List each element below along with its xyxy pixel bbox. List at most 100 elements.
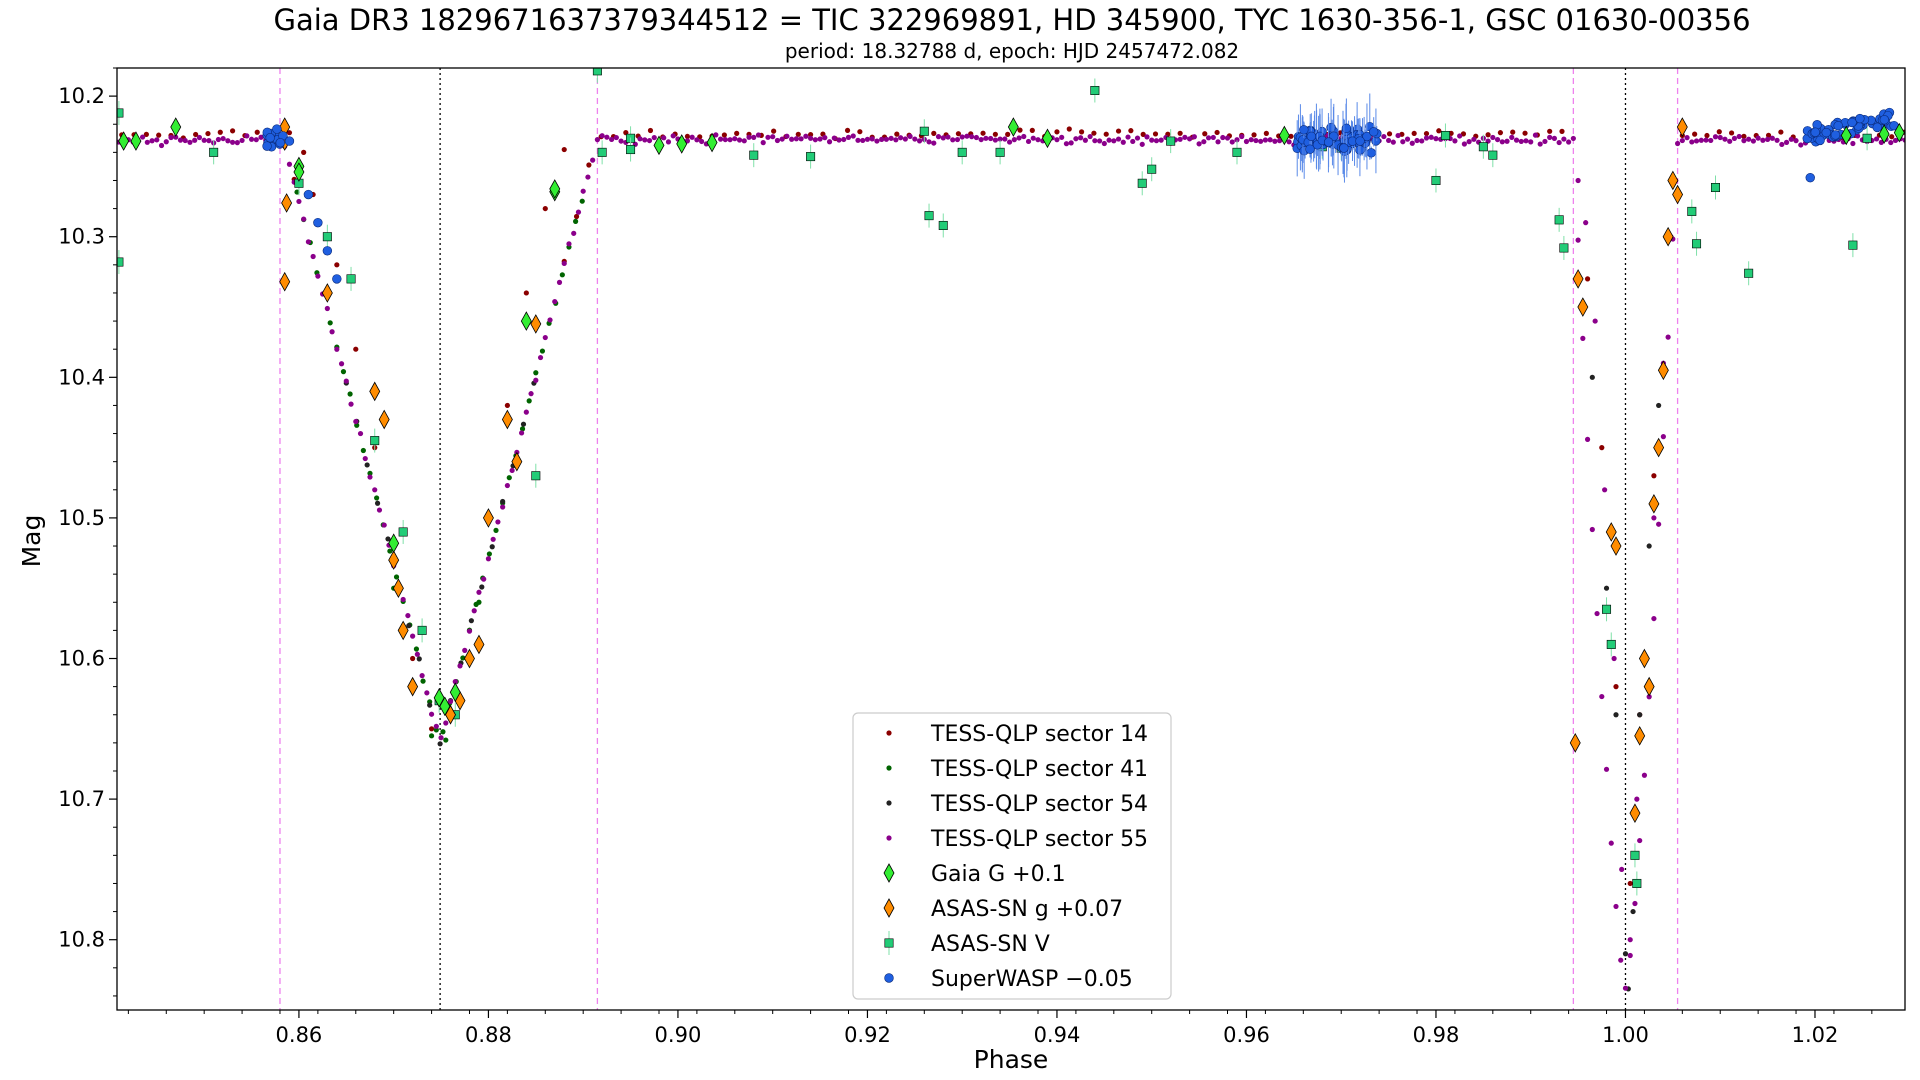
- data-point: [978, 136, 984, 143]
- x-tick-label: 0.86: [276, 1023, 323, 1047]
- data-point: [530, 314, 542, 334]
- y-tick-label: 10.7: [58, 787, 105, 811]
- data-point: [353, 346, 359, 352]
- data-point: [1580, 335, 1586, 341]
- data-point: [206, 138, 212, 144]
- data-point: [699, 138, 705, 145]
- data-point: [1559, 128, 1565, 134]
- data-point: [1630, 850, 1640, 860]
- data-point: [1648, 494, 1660, 514]
- data-point: [364, 462, 370, 468]
- data-point: [765, 134, 771, 140]
- data-point: [613, 134, 619, 141]
- y-tick-label: 10.3: [58, 225, 105, 249]
- data-point: [192, 137, 198, 143]
- data-point: [501, 409, 513, 430]
- data-point: [1125, 134, 1131, 140]
- data-point: [995, 147, 1005, 157]
- data-point: [1744, 268, 1754, 278]
- data-point: [637, 136, 643, 142]
- data-point: [170, 117, 182, 137]
- data-point: [1638, 648, 1650, 669]
- data-point: [286, 130, 293, 136]
- data-point: [860, 137, 866, 144]
- data-point: [1584, 276, 1591, 282]
- data-point: [511, 451, 523, 472]
- data-point: [1096, 138, 1103, 144]
- data-point: [573, 213, 580, 220]
- data-point: [486, 551, 492, 557]
- data-point: [1569, 733, 1581, 753]
- data-point: [1007, 117, 1019, 137]
- data-layer: [107, 68, 1905, 992]
- data-point: [760, 140, 766, 146]
- data-point: [836, 137, 842, 143]
- data-point: [495, 519, 501, 525]
- legend: TESS-QLP sector 14 TESS-QLP sector 41 TESS…: [852, 712, 1172, 1000]
- data-point: [225, 138, 231, 144]
- data-point: [378, 409, 390, 430]
- data-point: [973, 134, 980, 141]
- data-point: [604, 134, 610, 140]
- data-point: [684, 133, 691, 140]
- data-point: [1243, 138, 1250, 145]
- data-point: [1499, 139, 1505, 145]
- data-point: [362, 455, 368, 462]
- data-point: [755, 132, 762, 138]
- data-point: [1452, 138, 1458, 144]
- data-point: [1703, 137, 1709, 143]
- data-point: [1805, 172, 1815, 183]
- data-point: [807, 135, 814, 141]
- data-point: [1656, 521, 1662, 527]
- data-point: [1267, 137, 1273, 143]
- data-point: [177, 137, 184, 143]
- x-tick-label: 0.98: [1413, 1023, 1460, 1047]
- data-point: [1674, 140, 1681, 147]
- data-point: [1893, 122, 1905, 143]
- data-point: [1717, 134, 1723, 141]
- data-point: [594, 137, 601, 143]
- data-point: [1584, 436, 1591, 442]
- data-point: [1605, 522, 1617, 542]
- data-point: [1731, 135, 1738, 142]
- data-point: [751, 134, 757, 140]
- data-point: [272, 124, 282, 134]
- data-point: [1603, 766, 1610, 772]
- data-point: [1698, 137, 1704, 143]
- data-point: [547, 317, 553, 323]
- data-point: [1035, 137, 1041, 143]
- data-point: [528, 391, 534, 397]
- data-point: [1214, 129, 1220, 136]
- data-point: [1006, 139, 1013, 145]
- data-point: [509, 467, 515, 474]
- data-point: [187, 139, 193, 145]
- data-point: [1599, 445, 1605, 451]
- data-point: [107, 141, 112, 146]
- data-point: [1873, 136, 1880, 142]
- data-point: [539, 348, 546, 354]
- data-point: [117, 108, 124, 118]
- data-point: [1436, 128, 1442, 134]
- data-point: [1054, 129, 1060, 135]
- data-point: [1460, 131, 1467, 137]
- data-point: [1115, 128, 1122, 134]
- data-point: [1651, 615, 1657, 622]
- data-point: [1687, 206, 1697, 216]
- data-point: [803, 133, 809, 139]
- data-point: [1030, 135, 1036, 141]
- data-point: [1821, 127, 1831, 138]
- data-point: [1068, 140, 1074, 146]
- data-point: [670, 133, 676, 139]
- data-point: [476, 599, 482, 605]
- data-point: [746, 134, 752, 140]
- data-point: [1537, 141, 1543, 147]
- data-point: [1466, 139, 1472, 145]
- data-point: [1092, 138, 1098, 144]
- data-point: [229, 128, 236, 134]
- data-point: [1862, 133, 1872, 143]
- data-point: [1229, 139, 1235, 145]
- data-point: [526, 398, 532, 404]
- legend-item: TESS-QLP sector 55: [886, 827, 1148, 852]
- data-point: [983, 135, 989, 141]
- data-point: [275, 138, 285, 148]
